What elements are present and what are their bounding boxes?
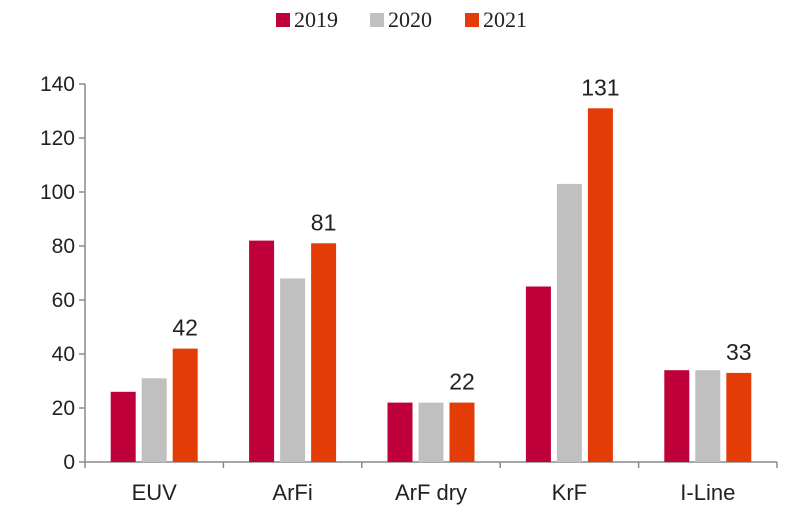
data-label: 42 <box>172 315 198 341</box>
bar-2020-arf-dry <box>418 402 444 462</box>
bar-2021-arf-dry <box>449 402 475 462</box>
y-tick-label: 20 <box>52 397 75 420</box>
legend-swatch <box>465 13 479 27</box>
legend-label: 2021 <box>483 7 527 32</box>
x-category-label: EUV <box>132 480 178 505</box>
x-axis: EUV ArFi ArF dry KrF I-Line <box>84 461 778 505</box>
data-label: 81 <box>311 209 337 235</box>
legend-label: 2020 <box>388 7 432 32</box>
bars <box>110 108 752 463</box>
x-category-label: ArF dry <box>395 480 467 505</box>
y-tick-label: 0 <box>63 451 75 474</box>
data-label: 131 <box>581 74 619 100</box>
bar-2020-arfi <box>280 278 306 462</box>
y-tick-label: 120 <box>40 127 75 150</box>
x-category-label: I-Line <box>680 480 735 505</box>
bar-2019-i-line <box>664 370 690 462</box>
bar-2020-i-line <box>695 370 721 462</box>
bar-2020-krf <box>556 183 582 462</box>
bar-2021-i-line <box>726 372 752 462</box>
x-category-label: KrF <box>552 480 587 505</box>
bar-2021-krf <box>587 108 613 463</box>
data-label: 22 <box>449 369 475 395</box>
y-axis: 0 20 40 60 80 100 120 140 <box>40 73 86 474</box>
bar-2020-euv <box>141 378 167 462</box>
legend-swatch <box>276 13 290 27</box>
bar-2019-arfi <box>249 240 275 462</box>
legend: 2019 2020 2021 <box>276 7 527 32</box>
y-tick-label: 60 <box>52 289 75 312</box>
data-labels: 42 81 22 131 33 <box>172 74 751 394</box>
legend-item-2019: 2019 <box>276 7 338 32</box>
bar-2019-krf <box>525 286 551 462</box>
legend-item-2020: 2020 <box>370 7 432 32</box>
bar-2021-euv <box>172 348 198 462</box>
legend-label: 2019 <box>294 7 338 32</box>
data-label: 33 <box>726 339 752 365</box>
bar-2019-arf-dry <box>387 402 413 462</box>
y-tick-label: 100 <box>40 181 75 204</box>
bar-2021-arfi <box>311 243 337 462</box>
x-category-label: ArFi <box>272 480 312 505</box>
legend-item-2021: 2021 <box>465 7 527 32</box>
y-tick-label: 40 <box>52 343 75 366</box>
bar-2019-euv <box>110 391 136 462</box>
legend-swatch <box>370 13 384 27</box>
y-tick-label: 140 <box>40 73 75 96</box>
y-tick-label: 80 <box>52 235 75 258</box>
